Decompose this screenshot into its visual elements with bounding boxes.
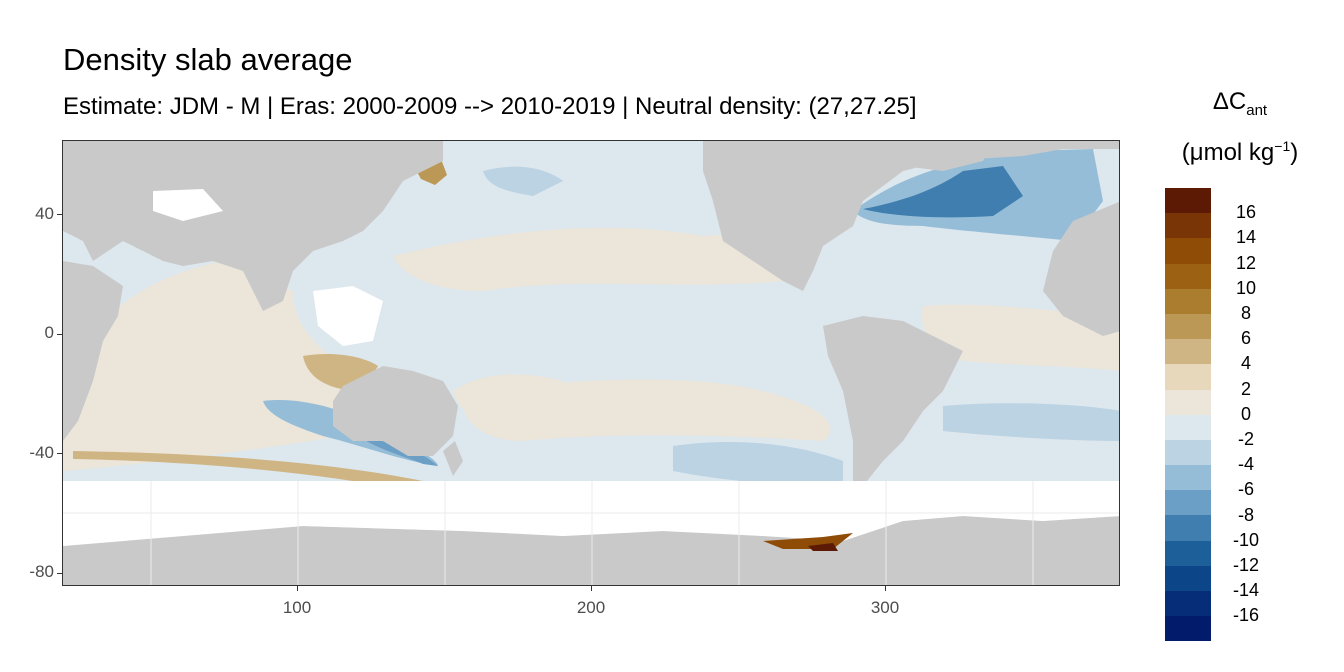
legend-swatch	[1165, 616, 1211, 642]
nodata-arctic-patch	[153, 189, 223, 221]
map-panel	[62, 140, 1120, 586]
legend-swatch	[1165, 490, 1211, 516]
y-tick-mark	[57, 214, 62, 215]
land-north-america	[703, 141, 1119, 291]
legend-swatch	[1165, 213, 1211, 239]
plot-subtitle: Estimate: JDM - M | Eras: 2000-2009 --> …	[63, 93, 917, 120]
legend-swatch	[1165, 565, 1211, 591]
ocean-positive-band-atlantic	[922, 304, 1119, 371]
legend-title-main: ΔC	[1212, 88, 1247, 115]
legend-swatch	[1165, 288, 1211, 314]
legend-label: -10	[1232, 529, 1259, 550]
x-tick-label: 300	[870, 598, 900, 617]
legend-title: ΔCant	[1160, 88, 1320, 119]
legend-label: -14	[1232, 580, 1259, 601]
land-eurasia	[63, 141, 443, 311]
legend-unit-suffix: )	[1290, 139, 1299, 166]
y-tick-label: -40	[29, 443, 54, 462]
ocean-darkblue-labrador	[863, 166, 1023, 218]
legend-title-sub: ant	[1246, 101, 1268, 119]
y-tick-mark	[57, 334, 62, 335]
legend-label: 14	[1235, 227, 1257, 248]
land-south-america	[823, 316, 963, 486]
ocean-blue-north-pacific-west	[483, 166, 563, 196]
legend-unit-sup: −1	[1274, 138, 1291, 154]
plot-title: Density slab average	[63, 42, 353, 77]
legend-unit-prefix: (μmol kg	[1181, 139, 1275, 166]
ocean-positive-band-west-pacific	[453, 374, 563, 426]
legend-label: -12	[1232, 555, 1259, 575]
land-europe-africa-right	[1043, 201, 1119, 336]
x-tick-label: 100	[282, 598, 312, 617]
y-tick-label: -80	[29, 562, 54, 581]
legend-label: -8	[1237, 504, 1254, 525]
legend-swatch	[1165, 238, 1211, 264]
legend-swatch	[1165, 414, 1211, 440]
legend-label: 6	[1240, 328, 1251, 349]
y-tick-label: 0	[44, 323, 54, 342]
legend-label: 10	[1235, 277, 1257, 298]
legend-label: 4	[1240, 353, 1251, 374]
ocean-blue-south-atlantic	[943, 403, 1119, 441]
land-australia	[333, 366, 458, 456]
ocean-brown-band-south	[73, 451, 433, 496]
x-tick-mark	[297, 586, 298, 591]
legend-label: -6	[1237, 479, 1254, 500]
land-africa	[63, 261, 123, 441]
legend-swatch	[1165, 364, 1211, 390]
legend-swatch	[1165, 313, 1211, 340]
legend-swatch	[1165, 439, 1211, 466]
x-tick-mark	[591, 586, 592, 591]
legend-swatch	[1165, 389, 1211, 415]
legend-label: -4	[1237, 454, 1254, 475]
legend-colorbar	[1165, 188, 1211, 642]
legend-swatch	[1165, 540, 1211, 566]
legend-swatch	[1165, 515, 1211, 541]
ocean-darkbrown-amundsen	[808, 543, 838, 551]
x-tick-mark	[885, 586, 886, 591]
legend-label: 8	[1240, 303, 1251, 323]
legend-unit: (μmol kg−1)	[1160, 138, 1320, 167]
y-tick-label: 40	[35, 204, 54, 223]
legend-swatch	[1165, 465, 1211, 491]
land-antarctica	[63, 516, 1119, 585]
legend-label: -2	[1237, 429, 1254, 449]
x-tick-label: 200	[576, 598, 606, 617]
ocean-blue-australia-south	[363, 439, 438, 466]
land-new-zealand	[443, 441, 463, 476]
map-svg	[63, 141, 1119, 585]
y-tick-mark	[57, 453, 62, 454]
legend-label: 16	[1235, 202, 1257, 223]
legend-label: 2	[1240, 378, 1251, 399]
legend-swatch	[1165, 263, 1211, 289]
legend-label: -16	[1232, 605, 1259, 626]
legend-swatch	[1165, 591, 1211, 617]
legend-label: 12	[1235, 252, 1257, 273]
ocean-blue-south-pacific	[673, 441, 843, 486]
land-greenland	[873, 141, 993, 171]
grid-lines	[63, 481, 1119, 585]
nodata-maritime-continent	[313, 286, 383, 346]
ocean-positive-band-north-pacific	[393, 227, 799, 291]
legend-label: 0	[1240, 403, 1251, 424]
land-group	[63, 141, 1119, 585]
legend-swatch	[1165, 339, 1211, 365]
legend-swatch	[1165, 188, 1211, 214]
y-tick-mark	[57, 573, 62, 574]
